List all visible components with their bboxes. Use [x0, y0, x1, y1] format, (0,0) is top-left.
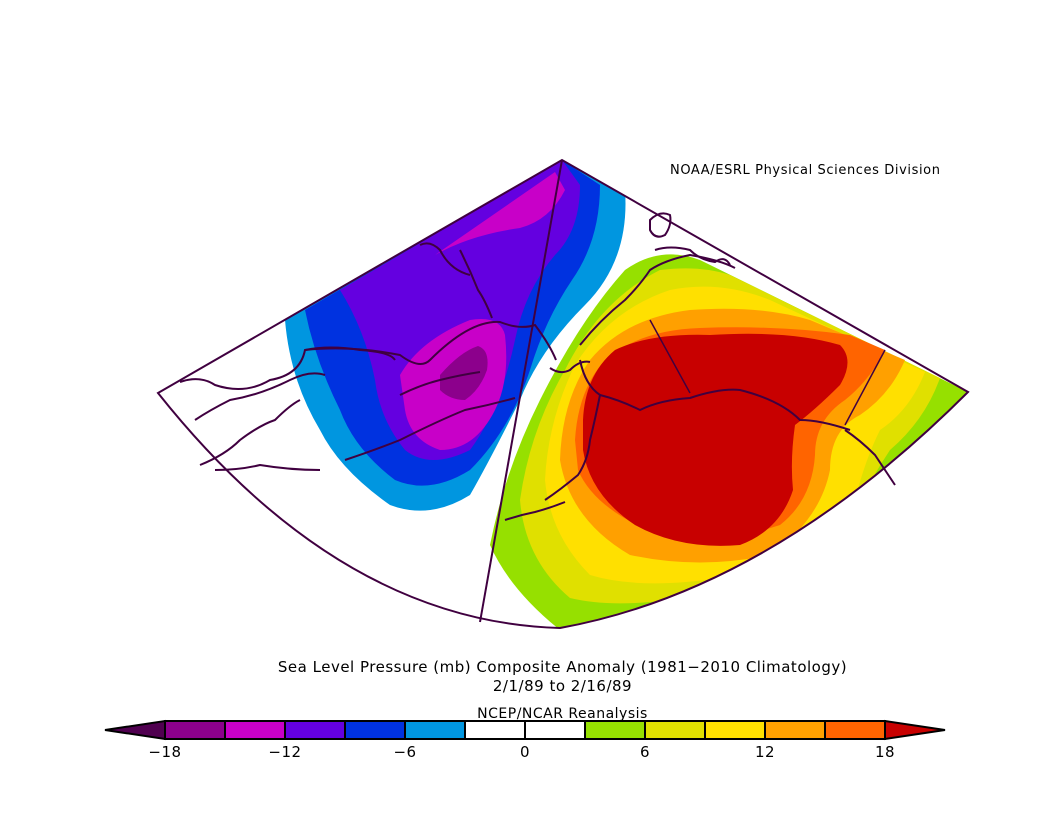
date-range: 2/1/89 to 2/16/89 — [492, 677, 633, 695]
map-panel — [156, 158, 970, 630]
colorbar-tick-label: −12 — [268, 743, 302, 761]
colorbar-bin — [644, 720, 706, 740]
coastlines — [179, 212, 896, 521]
colorbar-tick-label: 18 — [874, 743, 896, 761]
chart-title: Sea Level Pressure (mb) Composite Anomal… — [277, 658, 848, 676]
colorbar-bins — [164, 720, 886, 740]
meridians — [479, 159, 563, 623]
colorbar-tick-label: 0 — [519, 743, 531, 761]
colorbar-bin — [764, 720, 826, 740]
colorbar-bin — [524, 720, 586, 740]
map-border — [156, 158, 970, 630]
colorbar-bin — [704, 720, 766, 740]
colorbar-left-arrow — [104, 719, 166, 741]
colorbar-bin — [164, 720, 226, 740]
contour-neg9 — [340, 160, 580, 460]
colorbar-bin — [404, 720, 466, 740]
anomaly-contours — [158, 160, 968, 628]
credit-label: NOAA/ESRL Physical Sciences Division — [670, 163, 941, 178]
colorbar-tick-label: 12 — [754, 743, 776, 761]
data-source: NCEP/NCAR Reanalysis — [477, 706, 648, 722]
contour-pos18 — [583, 333, 848, 546]
colorbar-bin — [224, 720, 286, 740]
contour-neg15 — [440, 346, 488, 400]
colorbar-bin — [284, 720, 346, 740]
colorbar-right-arrow — [884, 719, 946, 741]
colorbar-bin — [344, 720, 406, 740]
colorbar-tick-label: −18 — [148, 743, 182, 761]
colorbar-tick-label: 6 — [639, 743, 651, 761]
colorbar-bin — [824, 720, 886, 740]
colorbar-bin — [464, 720, 526, 740]
colorbar-tick-label: −6 — [393, 743, 417, 761]
colorbar-bin — [584, 720, 646, 740]
